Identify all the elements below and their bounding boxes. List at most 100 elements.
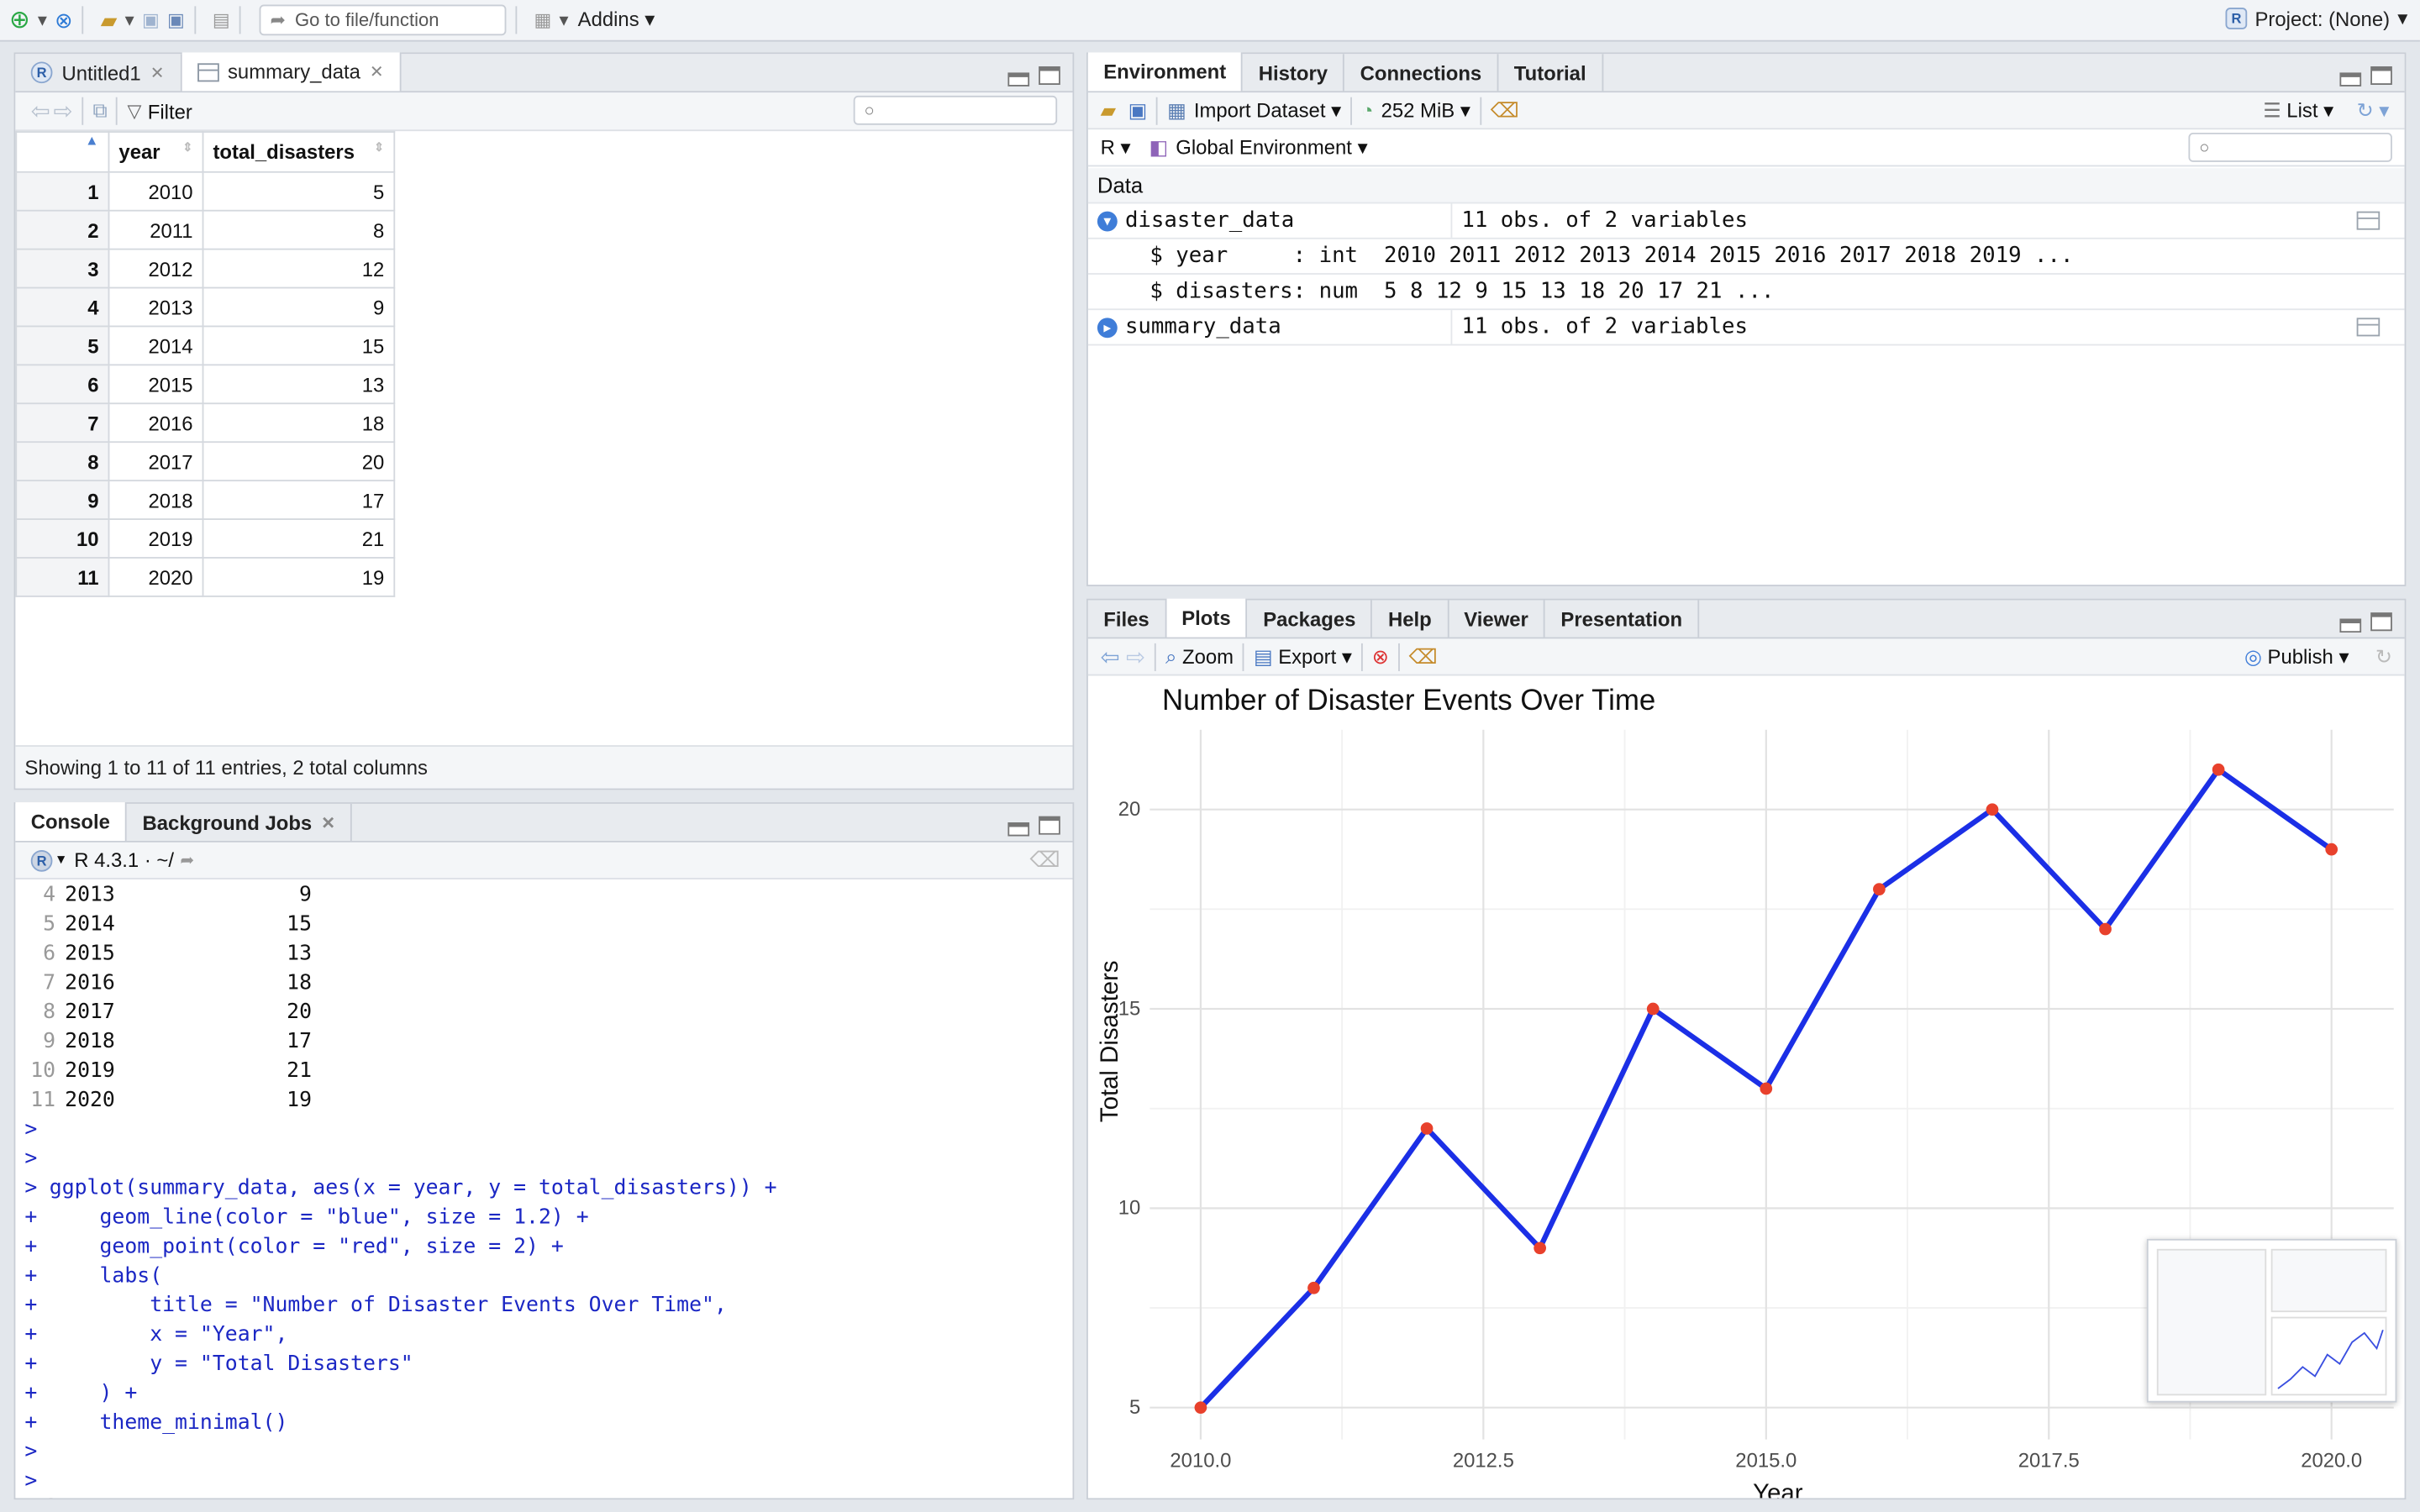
project-menu[interactable]: R Project: (None) ▾ bbox=[2225, 6, 2407, 30]
env-item-disaster-data[interactable]: ▼ disaster_data 11 obs. of 2 variables bbox=[1087, 203, 2405, 239]
console-output-line: 10 2019 21 bbox=[15, 1057, 1072, 1086]
tab-connections[interactable]: Connections bbox=[1344, 54, 1499, 92]
goto-file-function-input[interactable]: ➦ Go to file/function bbox=[259, 4, 507, 36]
prompt: + bbox=[24, 1410, 38, 1436]
data-search-input[interactable]: ○ bbox=[853, 95, 1058, 125]
table-row[interactable]: 9 2018 17 bbox=[15, 480, 396, 520]
next-plot-icon[interactable]: ⇨ bbox=[1126, 643, 1146, 671]
addins-label: Addins bbox=[577, 8, 639, 31]
column-header-year[interactable]: year ⇕ bbox=[108, 131, 204, 173]
save-workspace-icon[interactable]: ▣ bbox=[1128, 97, 1148, 122]
console-output[interactable]: 4 2013 9 5 2014 15 6 2015 13 7 2016 18 8 2017 20 9 2018 1… bbox=[15, 881, 1072, 1499]
row-index: 11 bbox=[30, 1087, 56, 1113]
export-button[interactable]: ▤ Export ▾ bbox=[1253, 643, 1352, 668]
language-select[interactable]: R ▾ bbox=[1100, 134, 1131, 159]
table-row[interactable]: 2 2011 8 bbox=[15, 209, 396, 250]
close-icon[interactable]: ✕ bbox=[321, 813, 336, 832]
scope-select[interactable]: Global Environment ▾ bbox=[1176, 134, 1368, 159]
env-item-summary-data[interactable]: ▶ summary_data 11 obs. of 2 variables bbox=[1087, 310, 2405, 346]
clear-plots-icon[interactable]: ⌫ bbox=[1408, 643, 1438, 668]
refresh-icon[interactable]: ↻ ▾ bbox=[2356, 97, 2390, 122]
prompt: + bbox=[24, 1380, 38, 1406]
output-value: 21 bbox=[287, 1058, 313, 1084]
tab-background-jobs[interactable]: Background Jobs ✕ bbox=[127, 803, 353, 842]
grid-layout-icon[interactable]: ▦ bbox=[534, 9, 552, 31]
new-project-icon[interactable]: ⊗ bbox=[55, 7, 73, 32]
list-view-button[interactable]: ☰ List ▾ bbox=[2263, 97, 2334, 122]
dropdown-icon[interactable]: ▾ bbox=[124, 9, 134, 31]
open-file-icon[interactable]: ▰ bbox=[100, 7, 118, 32]
row-index: 7 bbox=[43, 970, 56, 995]
table-row[interactable]: 8 2017 20 bbox=[15, 441, 396, 482]
expand-icon[interactable]: ▶ bbox=[1097, 317, 1118, 338]
tab-files[interactable]: Files bbox=[1088, 600, 1166, 638]
tab-presentation[interactable]: Presentation bbox=[1545, 600, 1700, 638]
table-row[interactable]: 7 2016 18 bbox=[15, 402, 396, 444]
previous-plot-icon[interactable]: ⇦ bbox=[1100, 643, 1120, 671]
row-number-header[interactable]: ▲ bbox=[15, 131, 110, 173]
chevron-down-icon[interactable]: ▾ bbox=[56, 851, 66, 869]
minimize-pane-button[interactable] bbox=[1007, 72, 1030, 87]
popout-icon[interactable]: ⧉ bbox=[92, 98, 108, 123]
tab-tutorial[interactable]: Tutorial bbox=[1498, 54, 1603, 92]
close-icon[interactable]: ✕ bbox=[150, 64, 165, 83]
table-row[interactable]: 11 2020 19 bbox=[15, 557, 396, 597]
column-header-total-disasters[interactable]: total_disasters ⇕ bbox=[202, 131, 396, 173]
publish-button[interactable]: ◎ Publish ▾ bbox=[2244, 643, 2349, 668]
clear-workspace-icon[interactable]: ⌫ bbox=[1490, 97, 1519, 122]
dropdown-icon[interactable]: ▾ bbox=[37, 9, 47, 31]
remove-plot-icon[interactable]: ⊗ bbox=[1371, 643, 1389, 668]
view-table-icon[interactable] bbox=[2356, 211, 2381, 230]
collapse-icon[interactable]: ▼ bbox=[1097, 210, 1118, 231]
close-icon[interactable]: ✕ bbox=[369, 63, 384, 82]
tab-environment[interactable]: Environment bbox=[1087, 52, 1244, 92]
maximize-pane-button[interactable] bbox=[1039, 66, 1060, 86]
import-dataset-button[interactable]: Import Dataset ▾ bbox=[1193, 97, 1342, 122]
console-code-line: + y = "Total Disasters" bbox=[15, 1350, 1072, 1379]
zoom-button[interactable]: ⌕ Zoom bbox=[1165, 644, 1234, 669]
new-file-icon[interactable]: ⊕ bbox=[9, 8, 30, 34]
goto-dir-icon[interactable]: ➦ bbox=[180, 851, 195, 870]
maximize-pane-button[interactable] bbox=[2370, 612, 2392, 632]
table-row[interactable]: 5 2014 15 bbox=[15, 325, 396, 366]
console-input-line[interactable]: > bbox=[15, 1497, 1072, 1499]
filter-button[interactable]: Filter bbox=[147, 99, 192, 123]
save-icon[interactable]: ▣ bbox=[141, 9, 160, 31]
refresh-plot-icon[interactable]: ↻ bbox=[2375, 643, 2392, 668]
tab-summary-data[interactable]: summary_data ✕ bbox=[181, 52, 402, 92]
tab-untitled1[interactable]: R Untitled1 ✕ bbox=[15, 54, 182, 92]
tab-plots[interactable]: Plots bbox=[1165, 598, 1248, 638]
view-table-icon[interactable] bbox=[2356, 318, 2381, 337]
minimize-pane-button[interactable] bbox=[2339, 618, 2362, 633]
filter-icon[interactable]: ▽ bbox=[127, 100, 142, 123]
load-workspace-icon[interactable]: ▰ bbox=[1100, 97, 1116, 122]
tab-viewer[interactable]: Viewer bbox=[1449, 600, 1546, 638]
tab-packages[interactable]: Packages bbox=[1248, 600, 1373, 638]
goto-placeholder: Go to file/function bbox=[294, 9, 439, 31]
save-all-icon[interactable]: ▣ bbox=[166, 9, 185, 31]
tab-help[interactable]: Help bbox=[1373, 600, 1449, 638]
maximize-pane-button[interactable] bbox=[1039, 816, 1060, 835]
table-row[interactable]: 4 2013 9 bbox=[15, 286, 396, 328]
maximize-pane-button[interactable] bbox=[2370, 66, 2392, 86]
minimize-pane-button[interactable] bbox=[2339, 72, 2362, 87]
addins-menu[interactable]: Addins ▾ bbox=[577, 8, 655, 31]
table-row[interactable]: 10 2019 21 bbox=[15, 518, 396, 559]
plot-thumbnail-preview bbox=[2146, 1238, 2397, 1403]
environment-search-input[interactable]: ○ bbox=[2188, 132, 2392, 162]
tab-console[interactable]: Console bbox=[15, 802, 128, 842]
tab-history[interactable]: History bbox=[1243, 54, 1345, 92]
clear-console-icon[interactable]: ⌫ bbox=[1029, 847, 1060, 872]
minimize-pane-button[interactable] bbox=[1007, 822, 1030, 837]
forward-arrow-icon[interactable]: ⇨ bbox=[53, 98, 73, 125]
table-row[interactable]: 1 2010 5 bbox=[15, 171, 396, 212]
data-table: ▲ year ⇕ total_disasters ⇕ 1 2010 5 2 2011 8 3 20… bbox=[15, 131, 396, 597]
print-icon[interactable]: ▤ bbox=[212, 9, 230, 31]
back-arrow-icon[interactable]: ⇦ bbox=[30, 98, 50, 125]
dropdown-icon[interactable]: ▾ bbox=[559, 9, 569, 31]
table-row[interactable]: 6 2015 13 bbox=[15, 364, 396, 405]
memory-usage-button[interactable]: 252 MiB ▾ bbox=[1381, 97, 1470, 122]
table-row[interactable]: 3 2012 12 bbox=[15, 248, 396, 289]
search-icon: ○ bbox=[864, 101, 875, 120]
tab-label: Console bbox=[30, 810, 110, 833]
